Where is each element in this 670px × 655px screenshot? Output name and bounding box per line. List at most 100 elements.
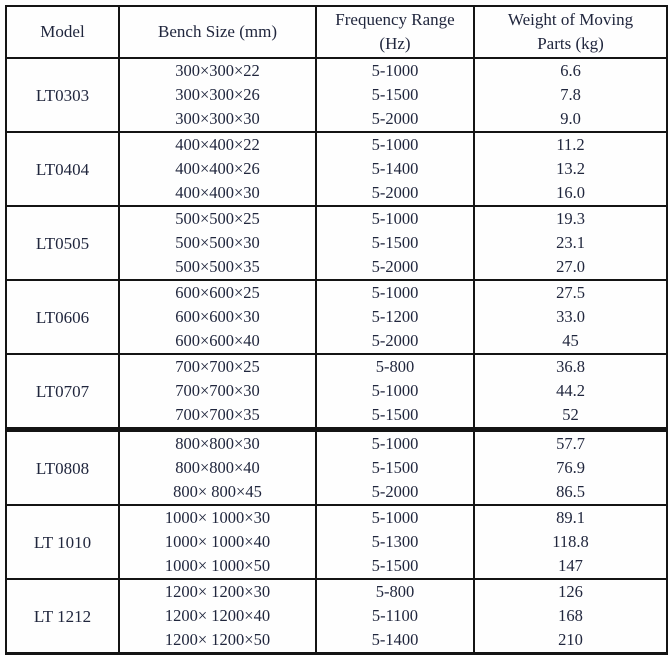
model-group: LT 1212 1200× 1200×30 5-800 126 1200× 1200×4…: [5, 579, 668, 654]
table-row: LT0303 300×300×22 5-1000 6.6: [5, 58, 668, 132]
model-group: LT 1010 1000× 1000×30 5-1000 89.1 1000× 1000…: [5, 505, 668, 579]
weight-cell: 9.0: [473, 107, 668, 132]
frequency-cell: 5-1300: [315, 530, 475, 554]
header-cell-frequency-range: Frequency Range (Hz): [315, 5, 475, 59]
frequency-cell: 5-1500: [315, 83, 475, 107]
weight-cell: 44.2: [473, 379, 668, 403]
bench-size-cell: 300×300×26: [118, 83, 317, 107]
table-row: LT0404 400×400×22 5-1000 11.2: [5, 132, 668, 206]
model-group: LT0707 700×700×25 5-800 36.8 700×700×30 5-100…: [5, 354, 668, 430]
bench-size-cell: 300×300×30: [118, 107, 317, 132]
weight-cell: 19.3: [473, 206, 668, 231]
weight-cell: 33.0: [473, 305, 668, 329]
bench-size-cell: 800×800×40: [118, 456, 317, 480]
frequency-cell: 5-2000: [315, 255, 475, 280]
table-row: 400×400×30 5-2000 16.0: [6, 181, 668, 206]
frequency-cell: 5-2000: [315, 107, 475, 132]
table-row: 300×300×30 5-2000 9.0: [6, 107, 668, 132]
table-row: 800× 800×45 5-2000 86.5: [6, 480, 668, 505]
model-cell: LT0707: [5, 354, 120, 430]
frequency-cell: 5-1500: [315, 231, 475, 255]
header-cell-model: Model: [5, 5, 120, 59]
model-cell: LT 1212: [5, 579, 120, 654]
model-group: LT0404 400×400×22 5-1000 11.2 400×400×26 5-14…: [5, 132, 668, 206]
weight-cell: 36.8: [473, 354, 668, 379]
table-row: 600×600×40 5-2000 45: [6, 329, 668, 354]
frequency-cell: 5-1500: [315, 554, 475, 579]
frequency-cell: 5-1400: [315, 628, 475, 654]
table-row: 1200× 1200×40 5-1100 168: [6, 604, 668, 628]
vibration-bench-spec-table: Model Bench Size (mm) Frequency Range (Hz)…: [5, 5, 668, 655]
table-row: LT0505 500×500×25 5-1000 19.3: [5, 206, 668, 280]
model-group: LT0808 800×800×30 5-1000 57.7 800×800×40 5-15…: [5, 429, 668, 505]
header-cell-bench-size: Bench Size (mm): [118, 5, 317, 59]
table-header: Model Bench Size (mm) Frequency Range (Hz)…: [5, 5, 668, 59]
model-cell: LT 1010: [5, 505, 120, 579]
weight-cell: 86.5: [473, 480, 668, 505]
model-cell: LT0303: [5, 58, 120, 132]
weight-cell: 147: [473, 554, 668, 579]
frequency-cell: 5-1100: [315, 604, 475, 628]
table-row: 700×700×30 5-1000 44.2: [6, 379, 668, 403]
model-group: LT0606 600×600×25 5-1000 27.5 600×600×30 5-12…: [5, 280, 668, 354]
frequency-cell: 5-2000: [315, 181, 475, 206]
frequency-cell: 5-1000: [315, 206, 475, 231]
frequency-cell: 5-800: [315, 354, 475, 379]
table-row: LT 1212 1200× 1200×30 5-800 126: [5, 579, 668, 654]
model-group: LT0505 500×500×25 5-1000 19.3 500×500×30 5-15…: [5, 206, 668, 280]
bench-size-cell: 800× 800×45: [118, 480, 317, 505]
weight-cell: 118.8: [473, 530, 668, 554]
bench-size-cell: 1200× 1200×50: [118, 628, 317, 654]
bench-size-cell: 300×300×22: [118, 58, 317, 83]
weight-cell: 126: [473, 579, 668, 604]
frequency-cell: 5-1000: [315, 505, 475, 530]
bench-size-cell: 1200× 1200×40: [118, 604, 317, 628]
frequency-cell: 5-1000: [315, 379, 475, 403]
table-row: 600×600×30 5-1200 33.0: [6, 305, 668, 329]
frequency-cell: 5-1500: [315, 403, 475, 430]
weight-cell: 7.8: [473, 83, 668, 107]
bench-size-cell: 1200× 1200×30: [118, 579, 317, 604]
weight-cell: 168: [473, 604, 668, 628]
frequency-cell: 5-2000: [315, 329, 475, 354]
bench-size-cell: 400×400×22: [118, 132, 317, 157]
weight-cell: 52: [473, 403, 668, 430]
table-row: 500×500×30 5-1500 23.1: [6, 231, 668, 255]
model-cell: LT0606: [5, 280, 120, 354]
frequency-cell: 5-1200: [315, 305, 475, 329]
table-row: 700×700×35 5-1500 52: [6, 403, 668, 430]
frequency-cell: 5-1000: [315, 132, 475, 157]
bench-size-cell: 400×400×30: [118, 181, 317, 206]
bench-size-cell: 500×500×25: [118, 206, 317, 231]
weight-cell: 6.6: [473, 58, 668, 83]
table-row: 500×500×35 5-2000 27.0: [6, 255, 668, 280]
frequency-cell: 5-1000: [315, 429, 475, 456]
header-cell-weight: Weight of Moving Parts (kg): [473, 5, 668, 59]
frequency-cell: 5-800: [315, 579, 475, 604]
weight-cell: 76.9: [473, 456, 668, 480]
bench-size-cell: 700×700×30: [118, 379, 317, 403]
weight-cell: 13.2: [473, 157, 668, 181]
bench-size-cell: 400×400×26: [118, 157, 317, 181]
bench-size-cell: 1000× 1000×40: [118, 530, 317, 554]
weight-cell: 23.1: [473, 231, 668, 255]
bench-size-cell: 1000× 1000×30: [118, 505, 317, 530]
frequency-cell: 5-2000: [315, 480, 475, 505]
weight-cell: 45: [473, 329, 668, 354]
bench-size-cell: 600×600×30: [118, 305, 317, 329]
weight-cell: 57.7: [473, 429, 668, 456]
frequency-cell: 5-1400: [315, 157, 475, 181]
table-row: LT0606 600×600×25 5-1000 27.5: [5, 280, 668, 354]
bench-size-cell: 700×700×35: [118, 403, 317, 430]
weight-cell: 27.5: [473, 280, 668, 305]
bench-size-cell: 500×500×35: [118, 255, 317, 280]
table-row: 1000× 1000×50 5-1500 147: [6, 554, 668, 579]
table-row: 1000× 1000×40 5-1300 118.8: [6, 530, 668, 554]
weight-cell: 89.1: [473, 505, 668, 530]
weight-cell: 210: [473, 628, 668, 654]
model-group: LT0303 300×300×22 5-1000 6.6 300×300×26 5-150…: [5, 58, 668, 132]
bench-size-cell: 800×800×30: [118, 429, 317, 456]
bench-size-cell: 600×600×40: [118, 329, 317, 354]
model-cell: LT0808: [5, 429, 120, 505]
bench-size-cell: 600×600×25: [118, 280, 317, 305]
